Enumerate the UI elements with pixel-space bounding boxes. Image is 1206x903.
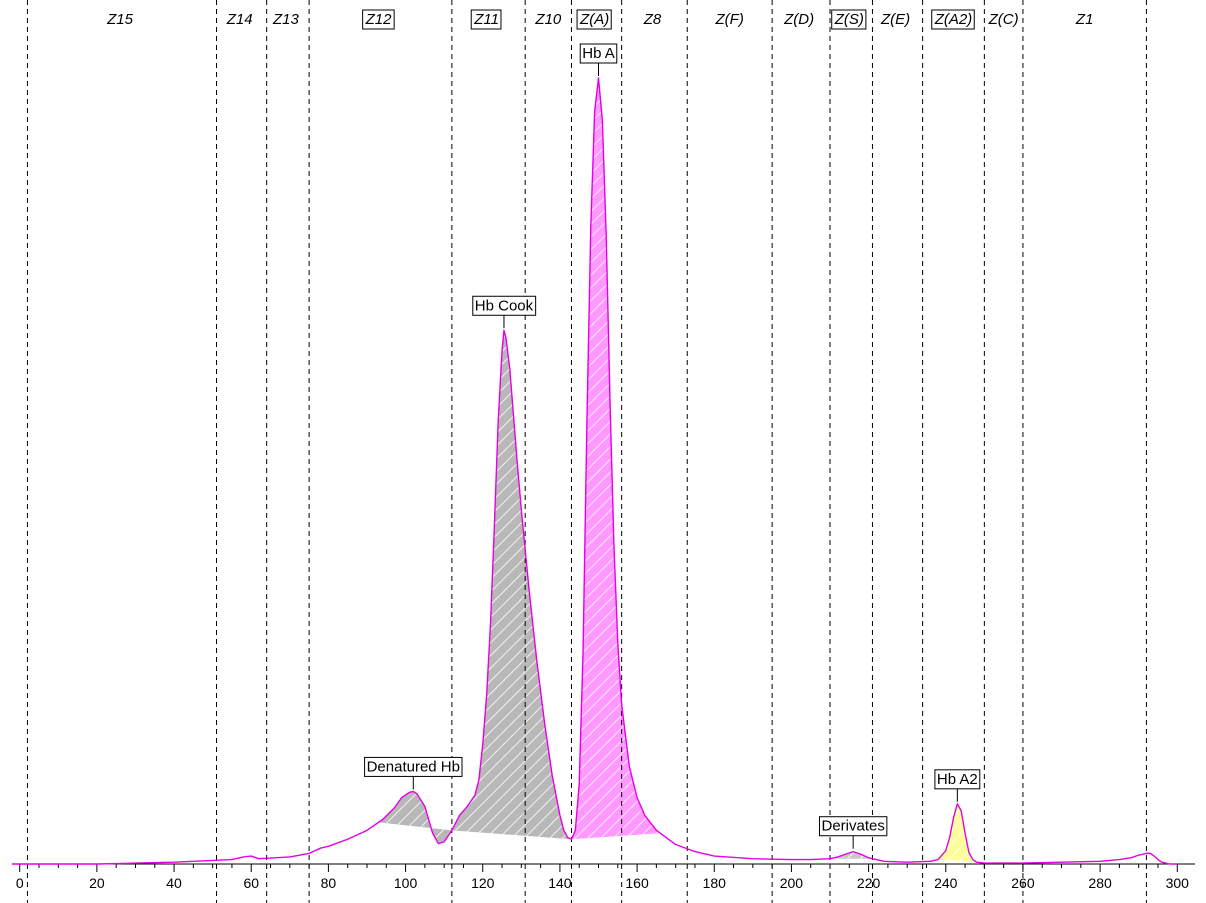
peak-label-1: Hb Cook	[475, 297, 534, 314]
x-tick-label-40: 40	[166, 875, 182, 891]
peak-hatch-3	[830, 851, 873, 859]
zone-label-box-3	[362, 9, 395, 30]
x-tick-label-180: 180	[703, 875, 727, 891]
x-tick-label-200: 200	[780, 875, 804, 891]
zone-label-7: Z8	[643, 11, 662, 28]
peak-label-4: Hb A2	[937, 771, 978, 788]
zone-label-box-12	[931, 9, 975, 30]
zone-label-13: Z(C)	[988, 11, 1019, 28]
zone-label-6: Z(A)	[579, 11, 609, 28]
x-axis: 0 20 40 60 80 100 120 140 160 180 200 220 240 260 280 3…	[12, 863, 1195, 891]
zone-label-14: Z1	[1075, 11, 1094, 28]
zone-label-2: Z13	[272, 11, 300, 28]
x-tick-label-160: 160	[625, 875, 649, 891]
zone-label-4: Z11	[473, 11, 499, 28]
peak-hatch-1	[451, 332, 572, 840]
peak-label-2: Hb A	[582, 45, 615, 62]
zone-label-5: Z10	[534, 11, 562, 28]
x-tick-label-260: 260	[1011, 875, 1035, 891]
zone-label-11: Z(E)	[880, 11, 910, 28]
zone-labels: Z15 Z14 Z13 Z12 Z11 Z10 Z(A) Z8 Z(F) Z(D) Z(S) Z(E)…	[106, 9, 1094, 30]
peak-label-3: Derivates	[821, 818, 884, 835]
zone-label-9: Z(D)	[783, 11, 814, 28]
x-tick-label-0: 0	[16, 875, 24, 891]
zone-label-1: Z14	[226, 11, 253, 28]
zone-label-12: Z(A2)	[934, 11, 973, 28]
x-tick-label-60: 60	[243, 875, 259, 891]
peak-label-0: Denatured Hb	[367, 758, 460, 775]
x-tick-label-80: 80	[321, 875, 337, 891]
zone-label-10: Z(S)	[834, 11, 864, 28]
density-curve	[12, 77, 1178, 865]
x-tick-label-240: 240	[934, 875, 958, 891]
peak-labels: Denatured Hb Hb Cook Hb A Derivates Hb A2	[364, 43, 981, 849]
x-tick-label-280: 280	[1088, 875, 1112, 891]
x-tick-label-120: 120	[471, 875, 495, 891]
zone-label-box-4	[470, 9, 502, 30]
x-tick-label-140: 140	[548, 875, 572, 891]
zone-label-8: Z(F)	[715, 11, 744, 28]
x-tick-label-20: 20	[89, 875, 105, 891]
zone-label-3: Z12	[365, 11, 393, 28]
x-tick-label-100: 100	[394, 875, 418, 891]
zone-boundaries	[26, 0, 1147, 903]
zone-label-box-6	[576, 9, 612, 30]
zone-label-box-10	[831, 9, 867, 30]
peak-hatch-2	[571, 81, 661, 840]
peak-fills	[378, 81, 977, 863]
peak-hatch-0	[378, 791, 452, 844]
density-line	[12, 77, 1178, 865]
x-tick-label-220: 220	[857, 875, 881, 891]
x-tick-label-300: 300	[1166, 875, 1190, 891]
peak-hatch-4	[938, 803, 977, 863]
zone-label-0: Z15	[106, 11, 134, 28]
